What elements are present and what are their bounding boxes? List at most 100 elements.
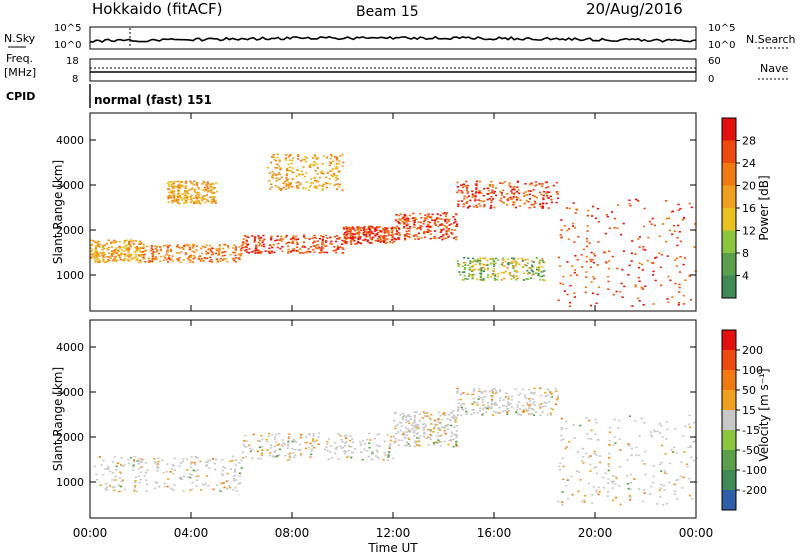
echo-cell — [479, 278, 482, 281]
echo-cell — [674, 427, 677, 430]
nave-tick-low: 0 — [708, 74, 714, 85]
echo-cell — [94, 248, 97, 250]
echo-cell — [535, 196, 538, 199]
echo-cell — [405, 421, 408, 424]
echo-cell — [489, 207, 492, 209]
echo-cell — [492, 192, 495, 194]
echo-cell — [173, 469, 177, 471]
echo-cell — [120, 485, 123, 488]
echo-cell — [413, 221, 416, 223]
echo-cell — [270, 161, 273, 164]
echo-cell — [457, 265, 460, 267]
echo-cell — [488, 185, 491, 187]
echo-cell — [205, 461, 208, 464]
echo-cell — [241, 451, 244, 454]
echo-cell — [464, 266, 467, 269]
echo-cell — [608, 439, 611, 442]
echo-cell — [590, 429, 593, 432]
echo-cell — [293, 440, 296, 442]
echo-cell — [201, 483, 204, 486]
echo-cell — [140, 466, 143, 468]
echo-cell — [257, 252, 260, 254]
echo-cell — [444, 414, 447, 417]
echo-cell — [173, 186, 176, 188]
colorbar-cell — [722, 350, 736, 370]
echo-cell — [666, 298, 669, 300]
echo-cell — [113, 242, 116, 244]
echo-cell — [541, 266, 544, 268]
echo-cell — [585, 276, 588, 278]
echo-cell — [635, 198, 638, 201]
echo-cell — [492, 268, 495, 270]
echo-cell — [390, 435, 393, 438]
echo-cell — [148, 260, 152, 262]
echo-cell — [582, 456, 585, 458]
echo-cell — [474, 194, 477, 197]
echo-cell — [347, 455, 350, 458]
echo-cell — [114, 260, 117, 262]
echo-cell — [261, 438, 264, 441]
echo-cell — [644, 285, 647, 287]
echo-cell — [666, 255, 669, 257]
echo-cell — [597, 286, 601, 288]
echo-cell — [168, 254, 171, 257]
echo-cell — [221, 259, 224, 261]
echo-cell — [187, 258, 190, 261]
echo-cell — [109, 257, 112, 259]
echo-cell — [443, 219, 446, 221]
echo-cell — [274, 185, 277, 187]
echo-cell — [514, 260, 518, 263]
echo-cell — [542, 274, 545, 277]
echo-cell — [307, 250, 310, 253]
echo-cell — [102, 247, 106, 250]
echo-cell — [200, 260, 203, 262]
echo-cell — [344, 241, 347, 243]
colorbar-cell — [722, 163, 736, 186]
echo-cell — [205, 475, 208, 477]
echo-cell — [437, 225, 440, 228]
echo-cell — [427, 443, 430, 446]
echo-cell — [437, 221, 440, 223]
echo-cell — [571, 265, 574, 267]
echo-cell — [335, 240, 338, 243]
echo-cell — [482, 257, 485, 259]
echo-cell — [187, 198, 190, 201]
echo-cell — [457, 263, 460, 265]
echo-cell — [615, 477, 618, 480]
echo-cell — [602, 486, 605, 489]
echo-cell — [682, 303, 685, 305]
echo-cell — [692, 421, 696, 424]
echo-cell — [688, 423, 691, 426]
echo-cell — [133, 251, 136, 254]
echo-cell — [506, 411, 509, 413]
echo-cell — [274, 174, 277, 177]
echo-cell — [391, 239, 394, 241]
echo-cell — [177, 195, 180, 198]
echo-cell — [568, 207, 571, 210]
echo-cell — [315, 157, 318, 160]
echo-cell — [115, 259, 118, 262]
echo-cell — [493, 260, 496, 263]
echo-cell — [207, 187, 210, 190]
echo-cell — [325, 245, 328, 247]
echo-cell — [183, 245, 186, 247]
echo-cell — [424, 412, 427, 415]
echo-cell — [554, 403, 558, 406]
echo-cell — [231, 455, 234, 458]
echo-cell — [430, 225, 433, 228]
echo-cell — [449, 419, 452, 421]
echo-cell — [543, 279, 546, 281]
echo-cell — [483, 204, 486, 206]
echo-cell — [166, 485, 169, 488]
echo-cell — [324, 182, 327, 184]
echo-cell — [278, 448, 281, 451]
echo-cell — [430, 413, 433, 416]
echo-cell — [325, 186, 328, 189]
echo-cell — [461, 403, 464, 405]
echo-cell — [430, 423, 433, 425]
echo-cell — [522, 409, 525, 412]
echo-cell — [527, 272, 531, 274]
echo-cell — [282, 182, 285, 185]
colorbar-tick-label: 4 — [742, 270, 749, 283]
echo-cell — [404, 444, 407, 447]
